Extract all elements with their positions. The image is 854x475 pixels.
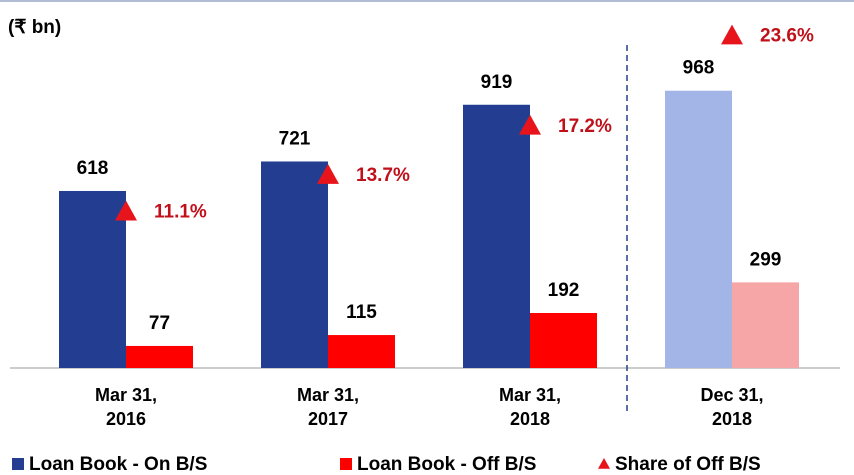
bar xyxy=(126,345,193,368)
x-tick-label: Mar 31, 2018 xyxy=(498,385,562,429)
share-label: 11.1% xyxy=(154,202,207,223)
share-marker xyxy=(115,200,137,221)
value-label: 721 xyxy=(279,128,311,149)
legend-label: Loan Book - On B/S xyxy=(29,454,207,475)
value-label: 115 xyxy=(346,302,377,323)
value-label: 77 xyxy=(149,313,170,334)
x-tick-label: Dec 31, 2018 xyxy=(700,385,764,429)
legend-marker xyxy=(340,458,352,470)
value-label: 618 xyxy=(77,158,109,179)
legend-marker xyxy=(598,458,610,469)
bar xyxy=(732,282,799,368)
bar xyxy=(59,190,126,368)
unit-label: (₹ bn) xyxy=(8,17,61,38)
share-label: 13.7% xyxy=(356,165,410,186)
share-marker xyxy=(317,164,339,184)
bar xyxy=(665,90,732,368)
x-tick-label: Mar 31, 2016 xyxy=(94,385,158,429)
share-marker xyxy=(721,24,743,45)
value-label: 968 xyxy=(683,58,715,79)
share-marker xyxy=(519,114,541,135)
legend-marker xyxy=(12,458,24,470)
bar xyxy=(530,313,597,368)
value-label: 192 xyxy=(548,280,580,301)
legend-label: Share of Off B/S xyxy=(615,454,761,475)
value-label: 919 xyxy=(481,72,513,93)
x-tick-label: Mar 31, 2017 xyxy=(296,385,360,429)
bar xyxy=(328,335,395,368)
value-label: 299 xyxy=(750,249,782,270)
share-label: 23.6% xyxy=(760,26,814,47)
legend-label: Loan Book - Off B/S xyxy=(357,454,536,475)
bar xyxy=(261,161,328,368)
bar xyxy=(463,104,530,368)
share-label: 17.2% xyxy=(558,116,612,137)
